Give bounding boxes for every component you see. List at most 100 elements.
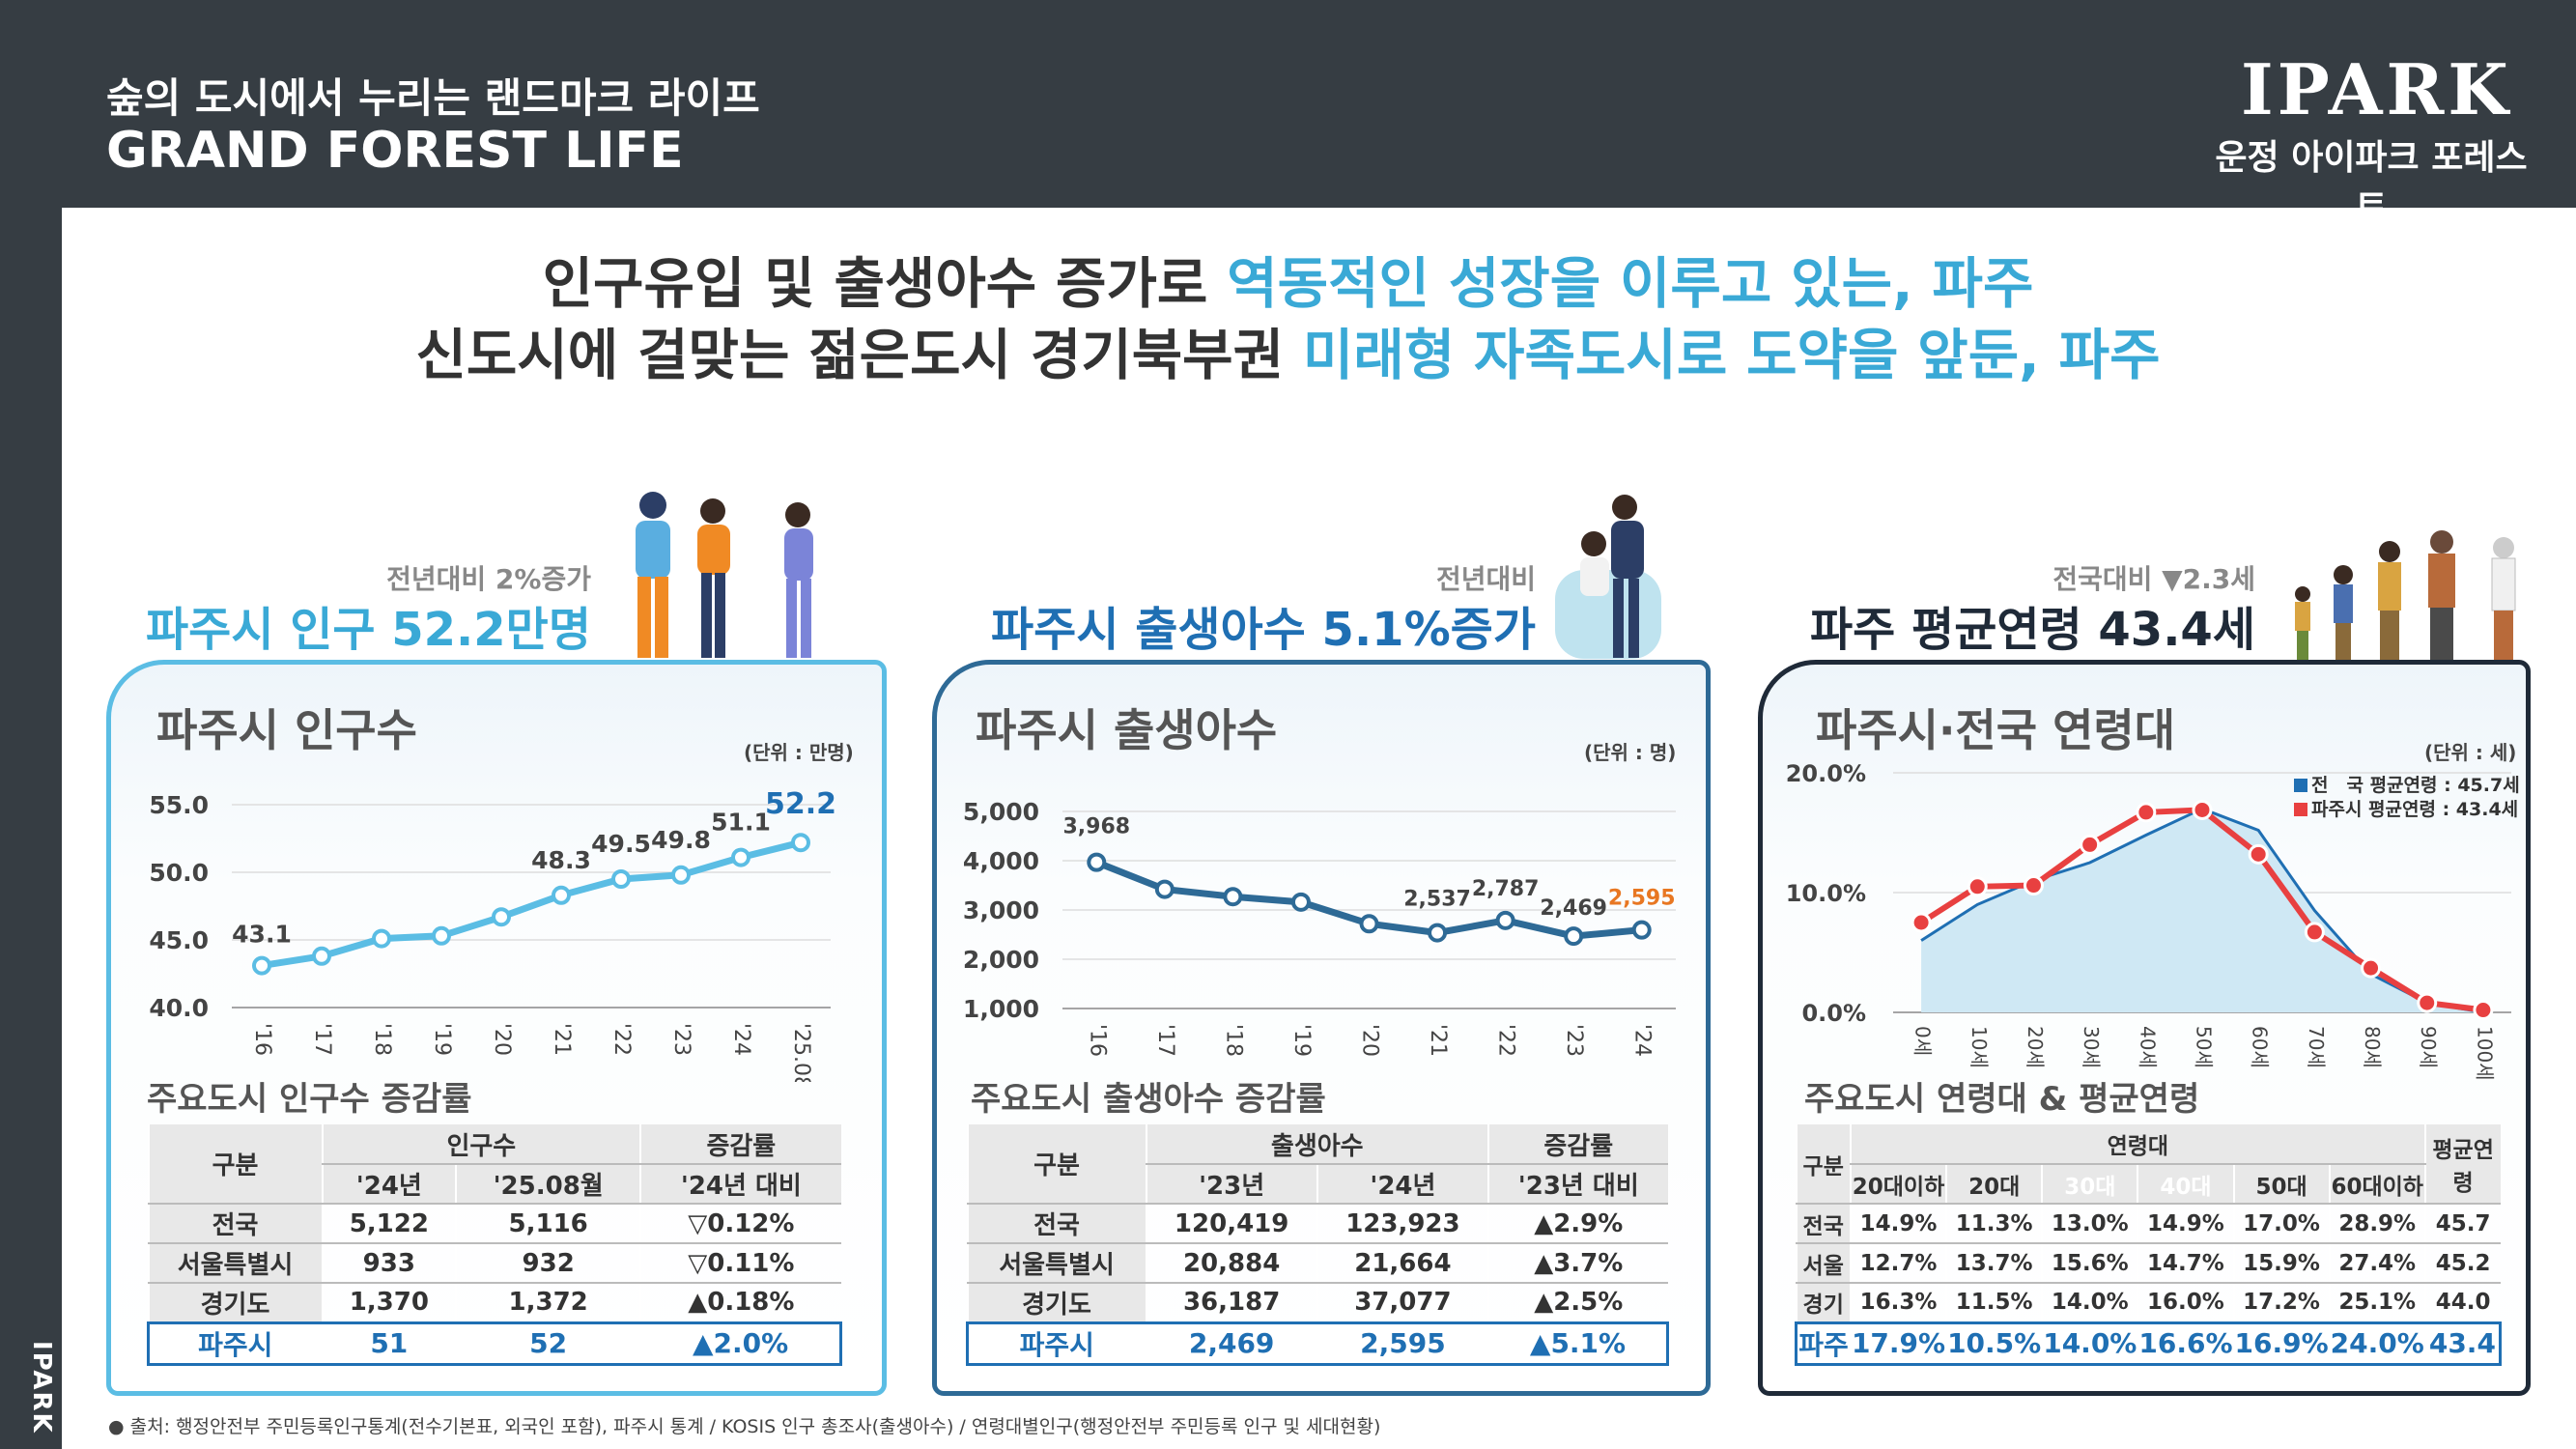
data-point bbox=[312, 946, 331, 966]
header-subtitle: 숲의 도시에서 누리는 랜드마크 라이프 bbox=[106, 74, 760, 122]
x-tick-label: '23 bbox=[1562, 1024, 1586, 1057]
data-point bbox=[252, 955, 271, 976]
data-point bbox=[1223, 887, 1243, 907]
x-tick-label: '16 bbox=[1085, 1024, 1109, 1057]
x-tick-label: '24 bbox=[1630, 1024, 1655, 1057]
t3-sub: 40대 bbox=[2137, 1164, 2234, 1205]
t3-sub: 30대 bbox=[2041, 1164, 2138, 1205]
t1-h-group: 인구수 bbox=[321, 1124, 641, 1165]
data-label: 3,968 bbox=[1062, 815, 1130, 839]
data-point bbox=[492, 907, 511, 927]
p2-unit: (단위 : 명) bbox=[1584, 741, 1677, 764]
x-tick-label: 10세 bbox=[1967, 1026, 1991, 1068]
p1-caption-big: 파주시 인구 52.2만명 bbox=[146, 603, 591, 657]
table-row-highlight: 파주시 51 52 ▲2.0% bbox=[147, 1321, 843, 1366]
births-table: 구분 출생아수 증감률 '23년 '24년 '23년 대비 전국 120,419 123,9… bbox=[966, 1124, 1670, 1366]
data-label: 2,537 bbox=[1403, 888, 1471, 912]
t1-sub: '24년 대비 bbox=[639, 1164, 841, 1205]
x-tick-label: '19 bbox=[1289, 1024, 1314, 1057]
paju-point bbox=[1967, 876, 1988, 897]
data-point bbox=[791, 833, 810, 853]
paju-point bbox=[1911, 912, 1932, 933]
x-tick-label: '17 bbox=[1153, 1024, 1177, 1057]
x-tick-label: '23 bbox=[669, 1023, 694, 1056]
t1-sub: '25.08월 bbox=[455, 1164, 641, 1205]
y-tick-label: 55.0 bbox=[149, 791, 209, 819]
y-tick-label: 10.0% bbox=[1786, 880, 1866, 907]
data-point bbox=[1290, 892, 1311, 912]
table-row-highlight: 파주 17.9% 10.5% 14.0% 16.6% 16.9% 24.0% 43.4 bbox=[1794, 1321, 2502, 1366]
headline-line-2: 신도시에 걸맞는 젊은도시 경기북부권 미래형 자족도시로 도약을 앞둔, 파주 bbox=[415, 324, 2161, 387]
side-logo: IPARK bbox=[27, 1341, 56, 1435]
x-tick-label: '18 bbox=[1221, 1024, 1245, 1057]
p3-section-title: 주요도시 연령대 & 평균연령 bbox=[1804, 1080, 2200, 1119]
y-tick-label: 45.0 bbox=[149, 926, 209, 954]
table-row: 전국 14.9% 11.3% 13.0% 14.9% 17.0% 28.9% 45.7 bbox=[1795, 1204, 2501, 1244]
data-label: 43.1 bbox=[232, 921, 292, 949]
t3-sub: 20대 bbox=[1945, 1164, 2043, 1205]
t2-h-rate: 증감률 bbox=[1487, 1124, 1668, 1165]
paju-point bbox=[2023, 875, 2044, 896]
table-row-highlight: 파주시 2,469 2,595 ▲5.1% bbox=[966, 1321, 1670, 1366]
data-label: 52.2 bbox=[765, 787, 836, 821]
table-row: 경기도 1,370 1,372 ▲0.18% bbox=[147, 1283, 841, 1323]
data-point bbox=[1428, 923, 1448, 943]
age-chart: 20.0% 10.0% 0.0% 0세 10세 20세 30세 40세 50세 60세 70세 80세… bbox=[1786, 760, 2520, 1081]
x-tick-label: '16 bbox=[250, 1023, 274, 1056]
paju-point bbox=[2248, 843, 2269, 865]
p3-unit: (단위 : 세) bbox=[2424, 741, 2517, 764]
data-point bbox=[731, 847, 750, 867]
paju-point bbox=[2304, 922, 2325, 943]
p1-unit: (단위 : 만명) bbox=[744, 741, 854, 764]
x-tick-label: 40세 bbox=[2136, 1026, 2159, 1068]
y-tick-label: 0.0% bbox=[1801, 1000, 1866, 1027]
data-point bbox=[1087, 852, 1107, 872]
x-tick-label: '20 bbox=[490, 1023, 514, 1056]
data-point bbox=[432, 925, 451, 946]
x-tick-label: 90세 bbox=[2417, 1026, 2440, 1068]
p3-title: 파주시·전국 연령대 bbox=[1816, 704, 2176, 756]
series-line bbox=[261, 838, 802, 970]
x-tick-label: '25.08 bbox=[789, 1023, 813, 1082]
paju-point bbox=[2136, 802, 2157, 823]
p2-caption-big: 파주시 출생아수 5.1%증가 bbox=[991, 603, 1536, 657]
data-label: 51.1 bbox=[711, 809, 771, 837]
table-row: 전국 5,122 5,116 ▽0.12% bbox=[147, 1204, 841, 1244]
table-row: 경기도 36,187 37,077 ▲2.5% bbox=[966, 1283, 1668, 1323]
x-tick-label: '24 bbox=[729, 1023, 753, 1056]
x-tick-label: '18 bbox=[370, 1023, 394, 1056]
t3-sub: 50대 bbox=[2232, 1164, 2330, 1205]
paju-point bbox=[2361, 957, 2382, 979]
data-label: 2,469 bbox=[1540, 896, 1607, 921]
p3-caption-small: 전국대비 ▼2.3세 bbox=[2052, 563, 2255, 595]
data-point bbox=[611, 869, 631, 889]
x-tick-label: '22 bbox=[609, 1023, 634, 1056]
header-bar bbox=[0, 0, 2576, 208]
paju-point bbox=[2417, 992, 2438, 1013]
births-chart: 5,000 4,000 3,000 2,000 1,000 '16 '17 '18 '19 '20… bbox=[963, 798, 1676, 1057]
t2-sub: '24년 bbox=[1316, 1164, 1489, 1205]
table-row: 서울특별시 933 932 ▽0.11% bbox=[147, 1243, 841, 1284]
x-tick-label: '22 bbox=[1494, 1024, 1518, 1057]
t2-h-group: 출생아수 bbox=[1145, 1124, 1489, 1165]
y-tick-label: 5,000 bbox=[963, 798, 1039, 826]
t1-h-gubun: 구분 bbox=[147, 1124, 323, 1205]
t2-sub: '23년 bbox=[1145, 1164, 1317, 1205]
data-point bbox=[671, 865, 691, 885]
table-row: 서울특별시 20,884 21,664 ▲3.7% bbox=[966, 1243, 1668, 1284]
paju-point bbox=[2192, 799, 2213, 820]
t3-h-gubun: 구분 bbox=[1795, 1124, 1851, 1205]
data-label: 2,787 bbox=[1472, 877, 1540, 901]
paju-point bbox=[2080, 834, 2101, 855]
data-label: 48.3 bbox=[531, 846, 591, 874]
data-point bbox=[552, 885, 571, 905]
people-handshake-illustration bbox=[636, 492, 813, 658]
t2-sub: '23년 대비 bbox=[1487, 1164, 1668, 1205]
legend-swatch-national bbox=[2294, 779, 2307, 792]
data-point bbox=[1359, 914, 1379, 934]
ipark-logo: IPARK bbox=[2241, 48, 2512, 130]
t3-sub: 20대이하 bbox=[1849, 1164, 1947, 1205]
headline-line-1: 인구유입 및 출생아수 증가로 역동적인 성장을 이루고 있는, 파주 bbox=[542, 252, 2034, 316]
x-tick-label: 30세 bbox=[2080, 1026, 2103, 1068]
left-sidebar bbox=[0, 208, 62, 1449]
